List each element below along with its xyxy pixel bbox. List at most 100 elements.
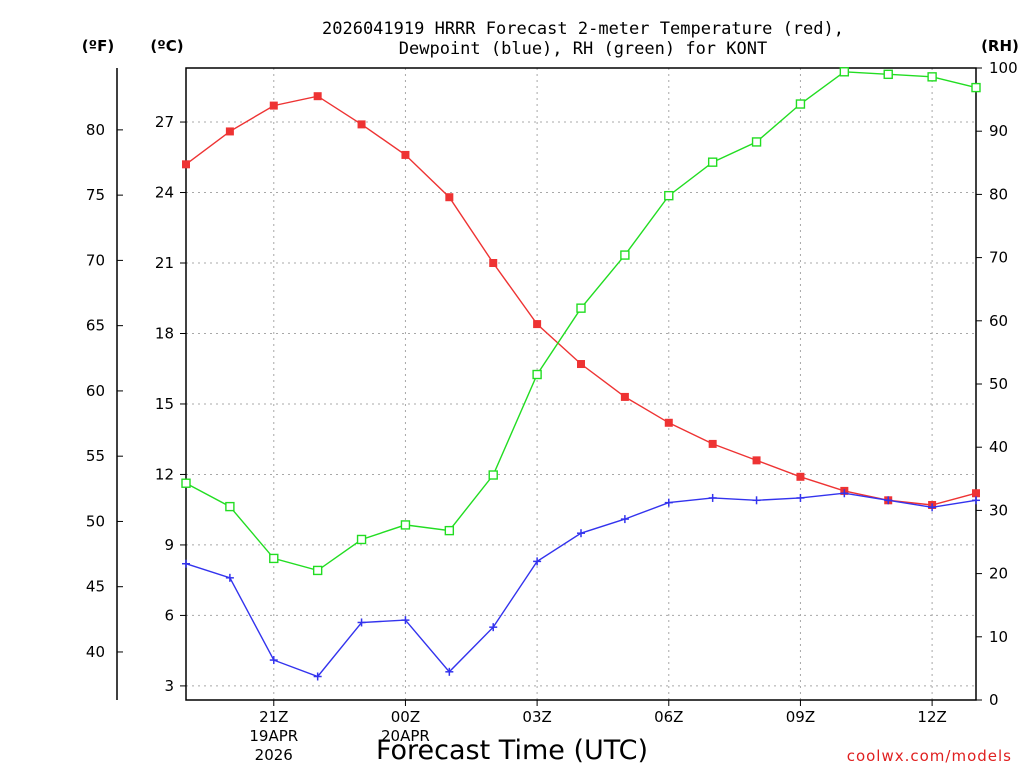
dewpoint-marker <box>796 493 805 502</box>
dewpoint-marker <box>182 559 190 568</box>
2-meter-temperature-marker <box>401 150 410 159</box>
fahrenheit-tick-label: 70 <box>86 251 105 269</box>
relative-humidity-marker <box>532 369 542 380</box>
rh-tick-label: 80 <box>989 185 1008 203</box>
x-tick-label: 06Z <box>654 708 683 726</box>
relative-humidity-marker <box>225 501 235 512</box>
2-meter-temperature-marker <box>664 418 673 427</box>
rh-tick-label: 60 <box>989 312 1008 330</box>
series-layer <box>181 67 981 681</box>
rh-tick-label: 0 <box>989 691 999 709</box>
2-meter-temperature-marker <box>182 160 190 169</box>
celsius-tick-label: 12 <box>155 465 174 483</box>
dewpoint-marker <box>533 557 542 566</box>
x-axis-title: Forecast Time (UTC) <box>376 735 648 766</box>
fahrenheit-tick-label: 75 <box>86 186 105 204</box>
fahrenheit-unit-label: (ºF) <box>82 37 114 55</box>
2-meter-temperature-marker <box>796 472 805 481</box>
celsius-tick-label: 27 <box>155 113 174 131</box>
dewpoint-marker <box>489 623 498 632</box>
2-meter-temperature-marker <box>225 127 234 136</box>
celsius-tick-label: 21 <box>155 254 174 272</box>
fahrenheit-tick-label: 40 <box>86 643 105 661</box>
rh-unit-label: (RH) <box>981 37 1019 55</box>
rh-tick-label: 40 <box>989 438 1008 456</box>
plot-frame <box>185 67 977 701</box>
celsius-tick-label: 9 <box>164 536 174 554</box>
x-tick-label: 00Z <box>391 708 420 726</box>
2-meter-temperature-marker <box>972 489 980 498</box>
x-tick-label: 19APR <box>249 727 298 745</box>
chart-title: 2026041919 HRRR Forecast 2-meter Tempera… <box>322 19 844 59</box>
x-tick-label: 21Z <box>259 708 288 726</box>
relative-humidity-marker <box>620 250 630 260</box>
x-tick-label: 03Z <box>522 708 551 726</box>
dewpoint-marker <box>972 496 980 505</box>
relative-humidity-marker <box>576 303 586 313</box>
celsius-tick-label: 15 <box>155 395 174 413</box>
fahrenheit-tick-label: 80 <box>86 121 105 139</box>
x-tick-label: 20APR <box>381 727 430 745</box>
x-tick-label: 09Z <box>786 708 815 726</box>
celsius-tick-label: 18 <box>155 324 174 342</box>
dewpoint-marker <box>445 667 454 676</box>
dewpoint-marker <box>664 498 673 507</box>
2-meter-temperature-marker <box>620 392 629 401</box>
2-meter-temperature-marker <box>708 439 717 448</box>
rh-tick-label: 70 <box>989 249 1008 267</box>
celsius-tick-label: 24 <box>155 184 174 202</box>
fahrenheit-tick-label: 50 <box>86 512 105 530</box>
dewpoint-marker <box>708 493 717 502</box>
2-meter-temperature-marker <box>752 456 761 465</box>
fahrenheit-tick-label: 65 <box>86 317 105 335</box>
2-meter-temperature-marker <box>577 360 585 369</box>
rh-tick-label: 30 <box>989 501 1008 519</box>
relative-humidity-marker <box>356 534 367 545</box>
relative-humidity-marker <box>927 72 937 82</box>
dewpoint-marker <box>840 489 849 498</box>
fahrenheit-tick-label: 55 <box>86 447 105 465</box>
rh-tick-label: 20 <box>989 565 1008 583</box>
celsius-unit-label: (ºC) <box>150 37 183 55</box>
dewpoint-marker <box>401 616 410 625</box>
fahrenheit-tick-label: 45 <box>86 578 105 596</box>
dewpoint-marker <box>928 503 937 512</box>
2-meter-temperature-marker <box>533 320 542 329</box>
celsius-tick-label: 3 <box>164 677 174 695</box>
fahrenheit-tick-label: 60 <box>86 382 105 400</box>
relative-humidity-marker <box>751 137 762 147</box>
credit-text: coolwx.com/models <box>847 747 1012 765</box>
dewpoint-line <box>185 492 977 678</box>
2-meter-temperature-marker <box>445 193 454 202</box>
rh-tick-label: 90 <box>989 122 1008 140</box>
x-tick-label: 12Z <box>917 708 946 726</box>
relative-humidity-marker <box>971 82 981 93</box>
dewpoint-marker <box>884 496 893 505</box>
plot-grid <box>186 68 976 700</box>
title-line-1: 2026041919 HRRR Forecast 2-meter Tempera… <box>322 19 844 39</box>
relative-humidity-marker <box>488 470 498 480</box>
x-tick-label: 2026 <box>255 746 293 764</box>
dewpoint-marker <box>752 496 761 505</box>
relative-humidity-marker <box>839 67 850 77</box>
2-meter-temperature-line <box>185 95 977 506</box>
dewpoint-marker <box>225 573 234 582</box>
2-meter-temperature-marker <box>357 120 366 129</box>
2-meter-temperature-marker <box>313 92 322 101</box>
dewpoint-marker <box>313 672 322 681</box>
dewpoint-marker <box>620 515 629 524</box>
plot-axes: 3 6 9 12 15 18 21 24 27 40 45 50 55 60 65 70 75 80 0 10 20 30… <box>86 59 1018 764</box>
dewpoint-marker <box>357 618 366 627</box>
2-meter-temperature-marker <box>269 101 278 110</box>
relative-humidity-marker <box>400 520 411 530</box>
relative-humidity-marker <box>795 99 806 109</box>
relative-humidity-marker <box>181 478 191 488</box>
relative-humidity-marker <box>444 525 455 536</box>
2-meter-temperature-marker <box>489 259 498 268</box>
relative-humidity-marker <box>269 553 279 564</box>
dewpoint-marker <box>577 529 585 538</box>
celsius-tick-label: 6 <box>164 606 174 624</box>
rh-tick-label: 100 <box>989 59 1018 77</box>
relative-humidity-marker <box>312 565 323 576</box>
